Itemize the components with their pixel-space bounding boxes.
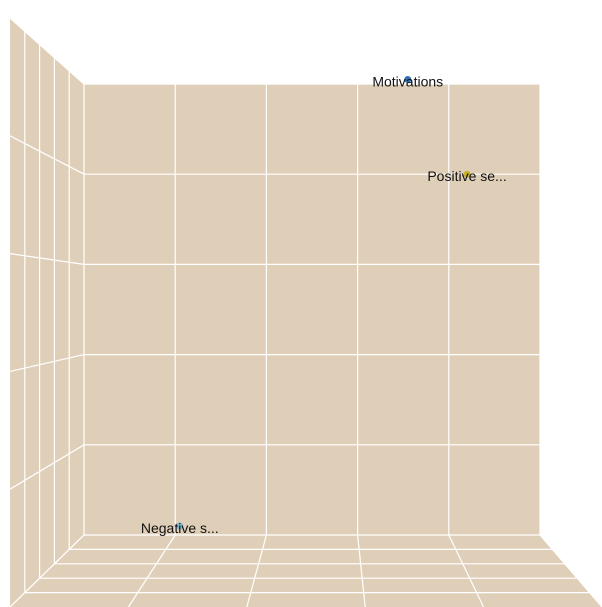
floor-width-gridline <box>246 534 267 607</box>
floor-width-gridline <box>127 534 176 607</box>
floor-width-gridline <box>357 534 366 607</box>
floor-width-gridline <box>448 534 485 607</box>
left-wall-horizontal-gridline <box>9 444 85 490</box>
left-wall-horizontal-gridline <box>9 354 85 372</box>
left-wall-horizontal-gridline <box>9 17 85 85</box>
left-wall <box>10 18 84 607</box>
floor-width-gridline <box>539 534 602 607</box>
data-points: Motivations Positive se... Negative s... <box>141 73 507 535</box>
data-point[interactable] <box>463 170 471 178</box>
floor-plane <box>10 535 602 607</box>
data-point[interactable] <box>404 75 412 83</box>
data-point-label: Negative s... <box>141 520 219 536</box>
left-wall-horizontal-gridline <box>9 253 85 265</box>
back-wall <box>84 84 540 535</box>
data-point-label: Motivations <box>372 73 443 89</box>
grid-lines <box>9 17 602 607</box>
floor-width-gridline <box>9 534 85 607</box>
data-point[interactable] <box>176 522 184 530</box>
data-point-label: Positive se... <box>427 168 506 184</box>
left-wall-horizontal-gridline <box>9 135 85 175</box>
